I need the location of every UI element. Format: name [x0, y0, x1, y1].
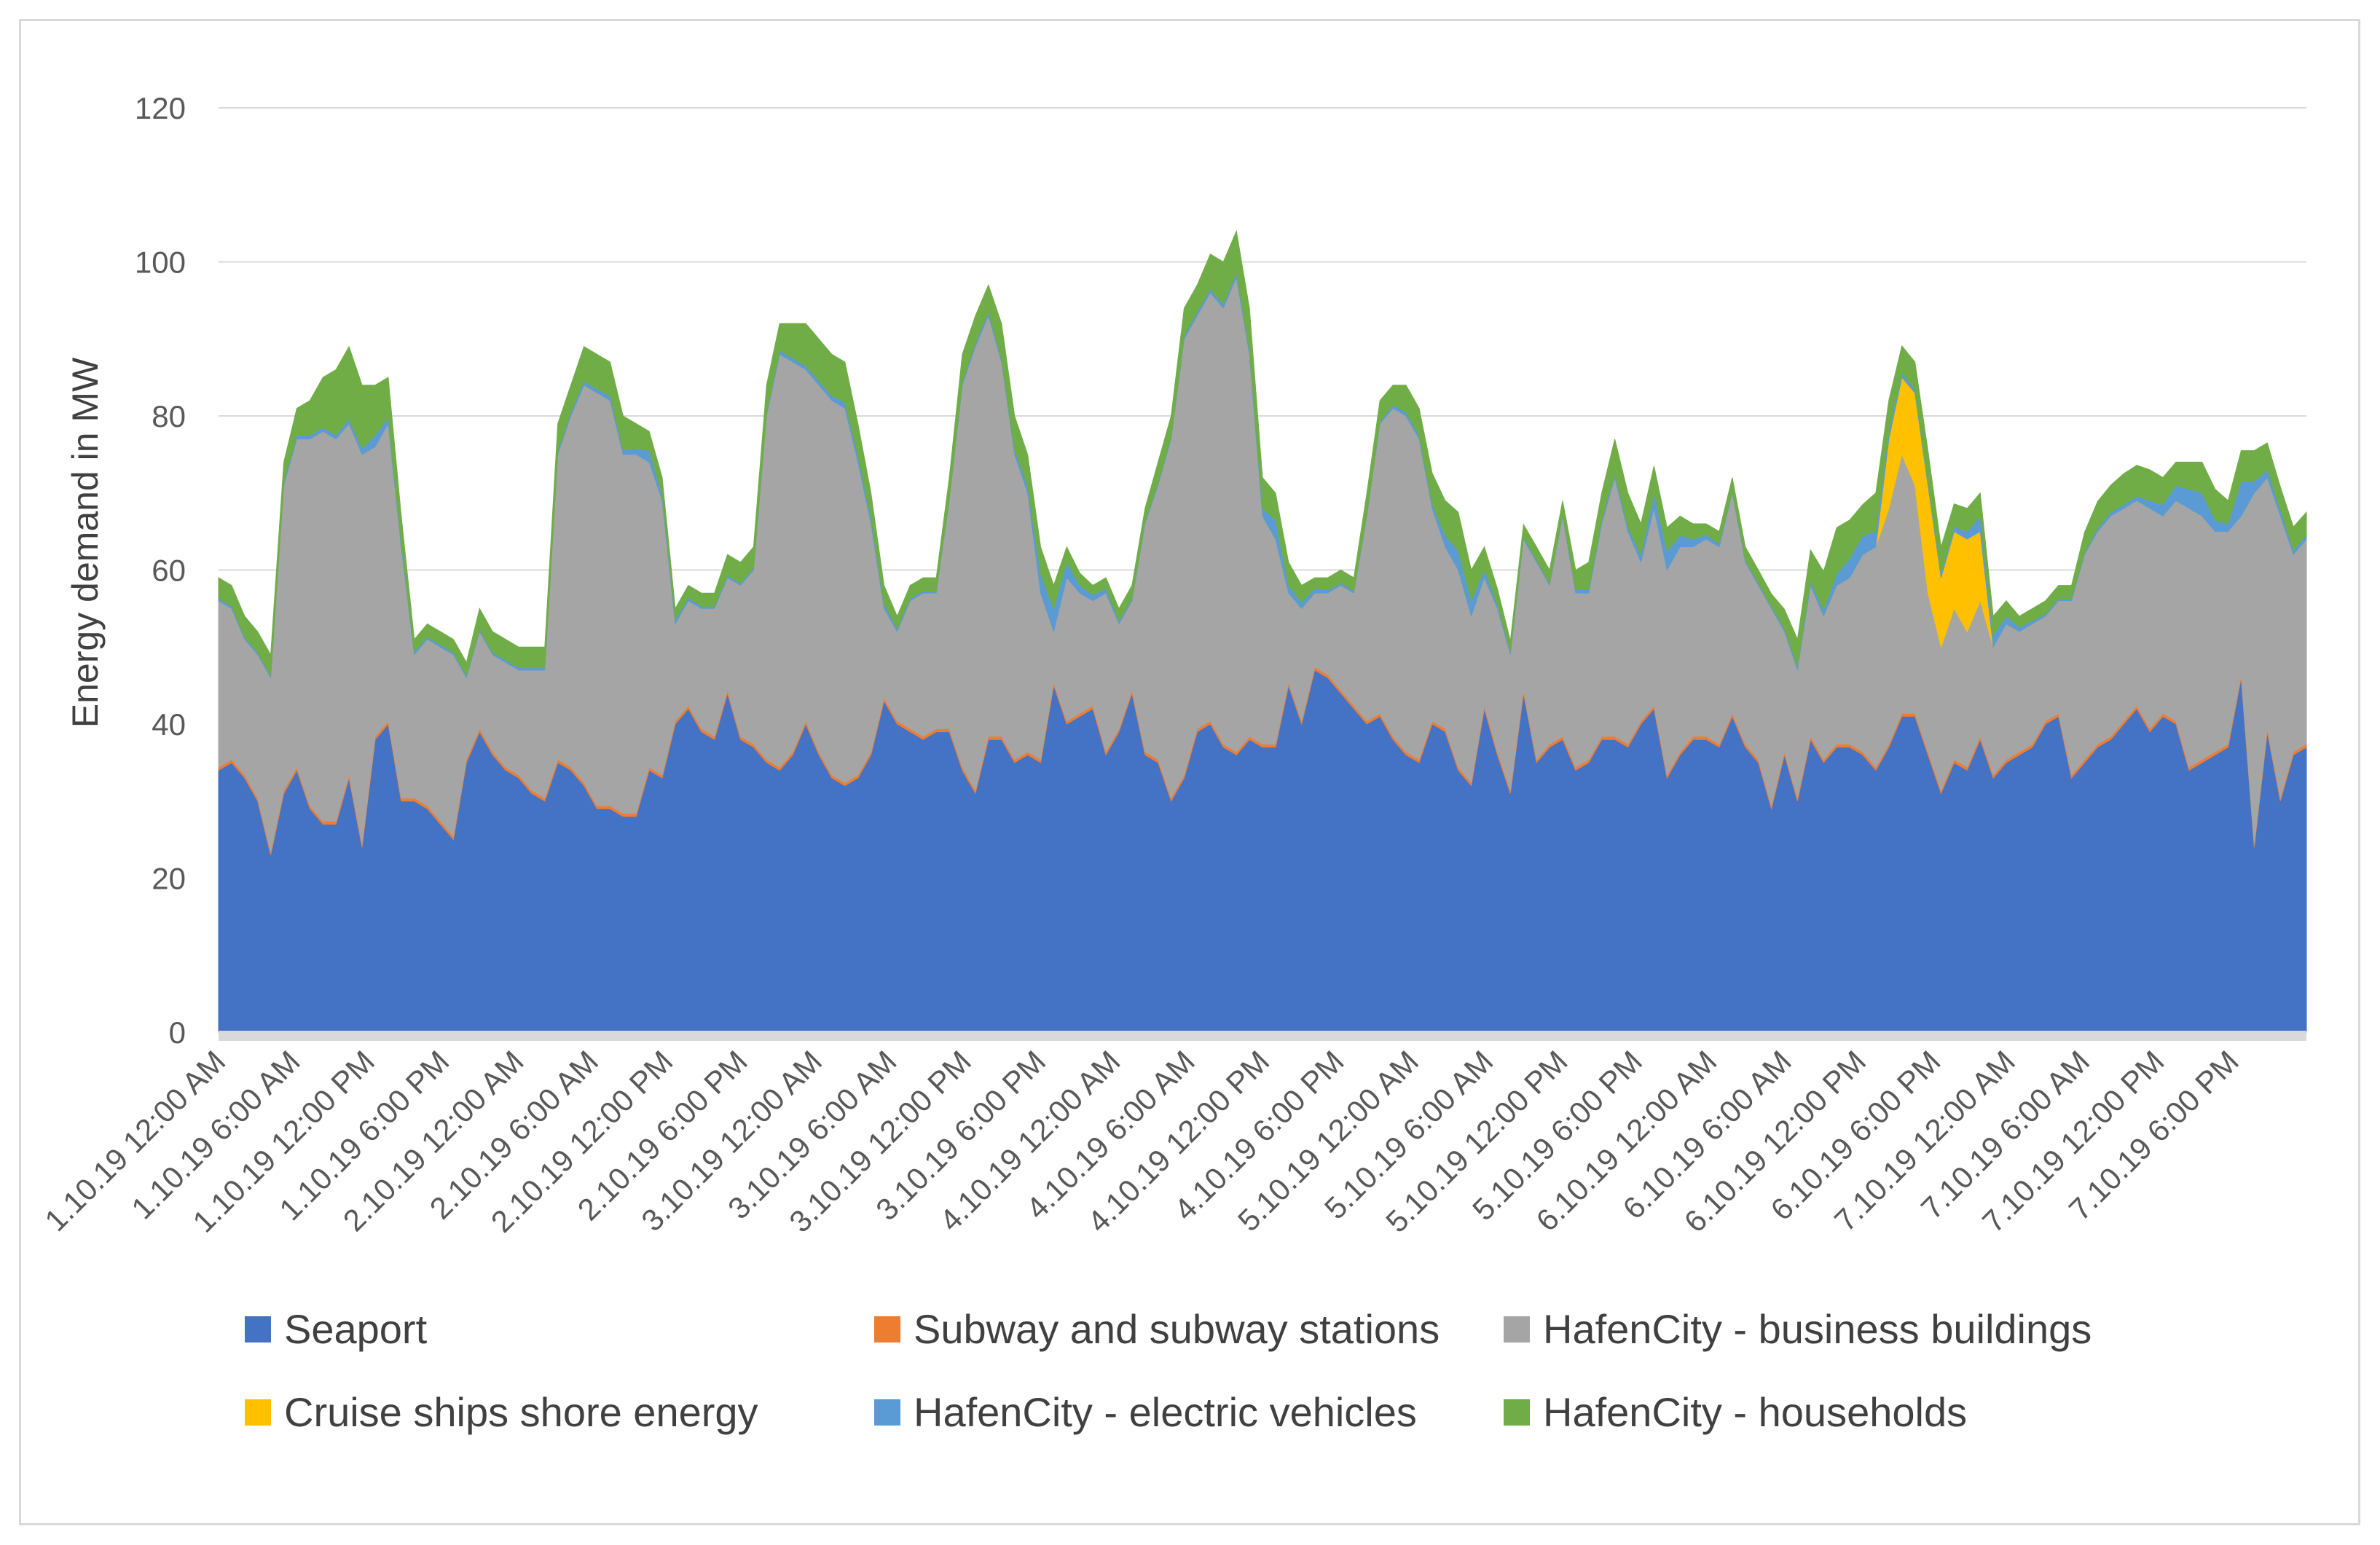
legend-swatch [245, 1316, 271, 1342]
legend-label: HafenCity - electric vehicles [914, 1389, 1417, 1435]
y-tick-label: 120 [135, 91, 186, 125]
legend-item-cruise-ships: Cruise ships shore energy [245, 1388, 758, 1436]
series-area-hafencity-households [218, 229, 2307, 677]
legend-swatch [1504, 1316, 1530, 1342]
y-tick-labels: 0 20 40 60 80 100 120 [135, 91, 186, 1050]
legend-item-subway: Subway and subway stations [874, 1305, 1440, 1353]
legend-swatch [874, 1399, 900, 1426]
legend-swatch [874, 1316, 900, 1342]
legend-swatch [245, 1399, 271, 1426]
legend-item-seaport: Seaport [245, 1305, 427, 1353]
y-tick-label: 20 [152, 862, 186, 896]
legend-label: HafenCity - households [1543, 1389, 1968, 1435]
y-tick-label: 100 [135, 245, 186, 280]
x-tick-labels: 1.10.19 12:00 AM1.10.19 6:00 AM1.10.19 1… [38, 1044, 2245, 1239]
y-tick-label: 0 [169, 1015, 186, 1050]
y-tick-label: 80 [152, 399, 186, 433]
legend-label: Subway and subway stations [914, 1306, 1440, 1352]
y-tick-label: 40 [152, 707, 186, 742]
legend-label: HafenCity - business buildings [1543, 1306, 2092, 1352]
legend-swatch [1504, 1399, 1530, 1426]
y-axis-label: Energy demand in MW [65, 357, 106, 728]
legend-item-electric-vehicles: HafenCity - electric vehicles [874, 1388, 1417, 1436]
x-axis-line [219, 1031, 2306, 1041]
legend-item-business-buildings: HafenCity - business buildings [1504, 1305, 2092, 1353]
series-areas [218, 229, 2307, 1041]
y-tick-label: 60 [152, 554, 186, 588]
legend-label: Cruise ships shore energy [284, 1389, 758, 1435]
legend-label: Seaport [284, 1306, 428, 1352]
legend-item-households: HafenCity - households [1504, 1388, 1967, 1436]
